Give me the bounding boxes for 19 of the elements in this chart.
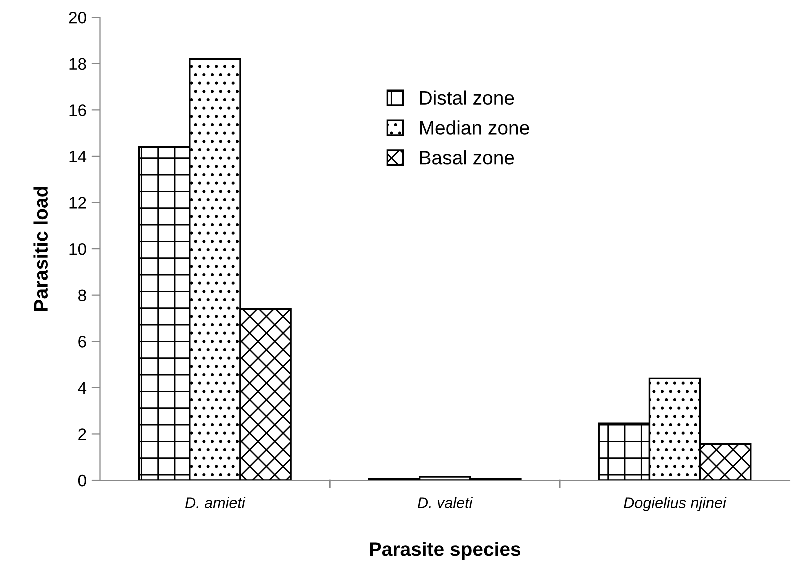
legend-label: Distal zone <box>420 90 514 106</box>
x-tick-label: D. valeti <box>418 497 474 508</box>
y-tick-label: 10 <box>70 243 86 256</box>
y-tick-label: 6 <box>78 336 86 348</box>
y-tick-label: 0 <box>78 474 86 487</box>
x-axis-title: Parasite species <box>370 542 521 560</box>
y-tick-label: 14 <box>70 151 87 162</box>
y-tick-label: 20 <box>69 12 86 24</box>
y-tick-label: 18 <box>70 58 86 70</box>
legend-label: Basal zone <box>420 150 514 165</box>
x-tick-label: Dogielius njinei <box>624 497 727 512</box>
y-tick-label: 16 <box>70 104 86 116</box>
y-tick-label: 8 <box>78 290 86 302</box>
legend-label: Median zone <box>420 120 530 135</box>
x-tick-label: D. amieti <box>186 497 246 508</box>
y-axis-title: Parasitic load <box>34 187 48 311</box>
y-tick-label: 12 <box>70 197 86 209</box>
y-tick-label: 2 <box>78 428 86 440</box>
y-tick-label: 4 <box>78 382 87 394</box>
